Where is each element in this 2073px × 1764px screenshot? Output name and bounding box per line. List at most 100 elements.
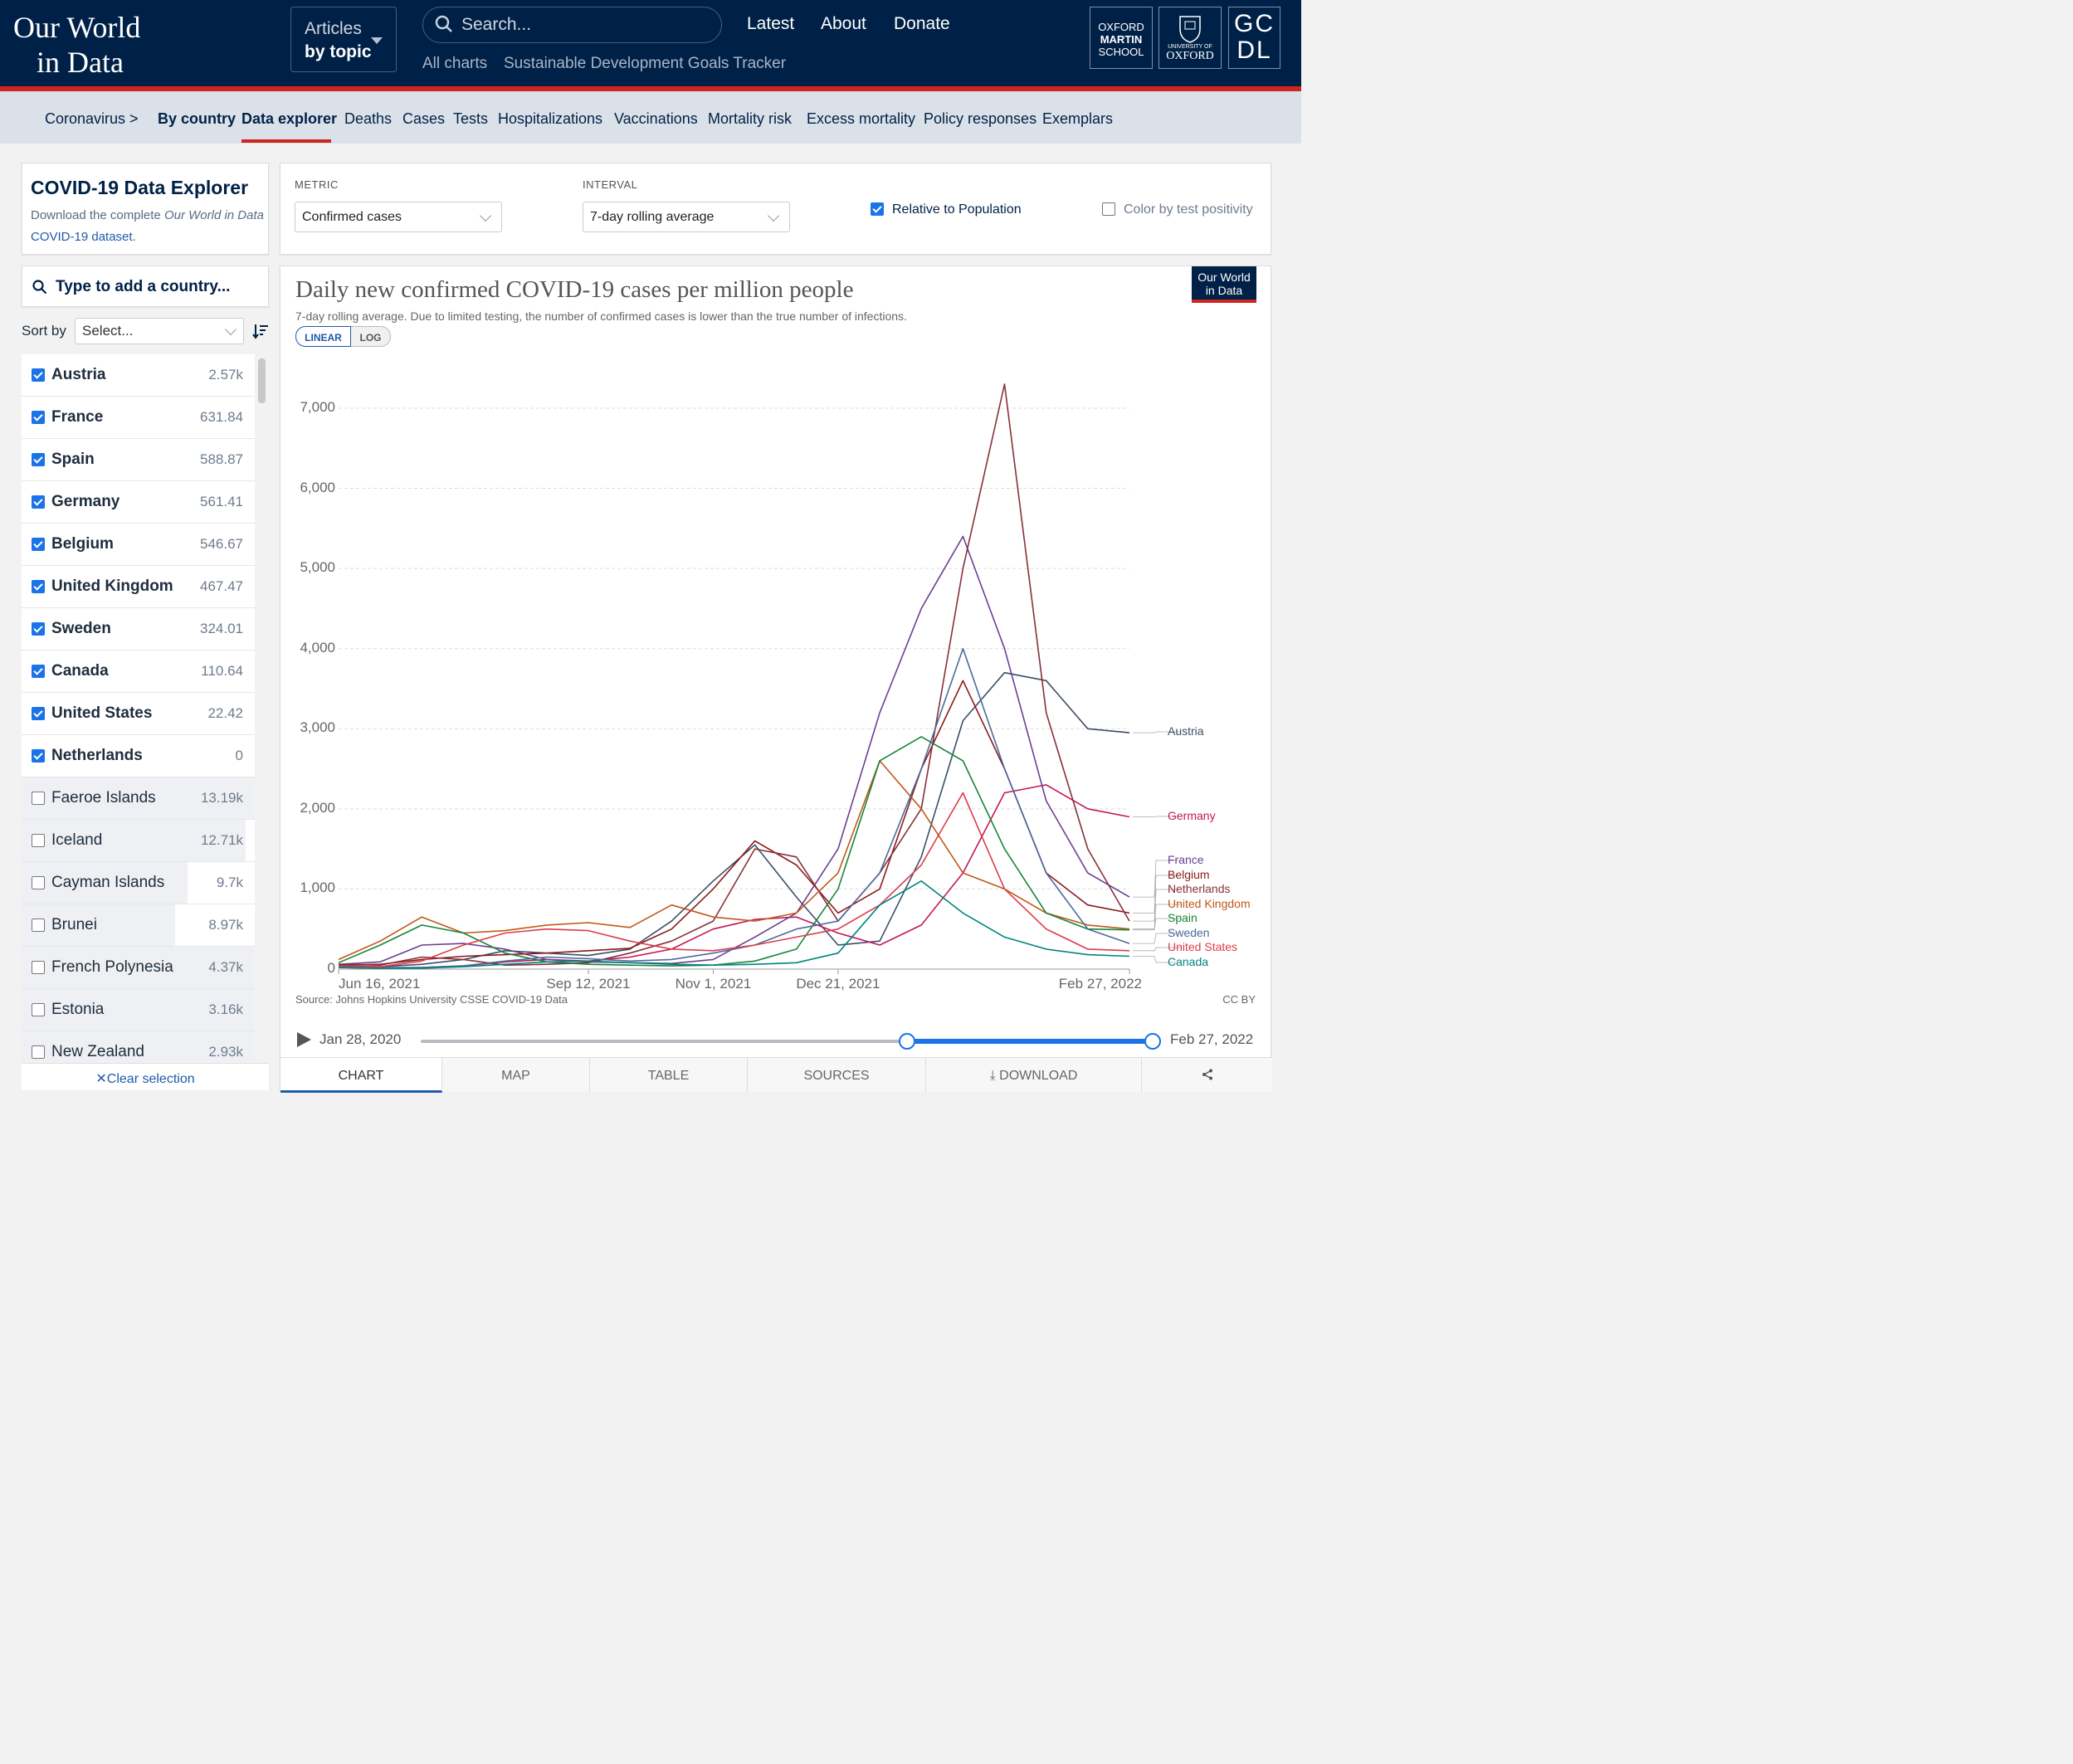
legend-label[interactable]: Netherlands — [1168, 882, 1231, 895]
oxford-martin-school-logo[interactable]: OXFORD MARTIN SCHOOL — [1090, 7, 1153, 69]
timeline-start-handle[interactable] — [899, 1033, 915, 1050]
country-row[interactable]: Canada 110.64 — [22, 651, 255, 693]
country-checkbox[interactable] — [32, 834, 45, 847]
log-scale-button[interactable]: LOG — [351, 326, 391, 347]
nav-about[interactable]: About — [821, 14, 866, 33]
series-line-united-states — [338, 792, 1130, 967]
site-search-input[interactable]: Search... — [422, 7, 722, 43]
nav-sdg-tracker[interactable]: Sustainable Development Goals Tracker — [504, 55, 787, 72]
legend-label[interactable]: Germany — [1168, 809, 1216, 822]
country-row[interactable]: Faeroe Islands 13.19k — [22, 777, 255, 820]
sort-by-select[interactable]: Select... — [75, 318, 244, 344]
secnav-excess-mortality[interactable]: Excess mortality — [807, 110, 916, 127]
chart-source[interactable]: Source: Johns Hopkins University CSSE CO… — [295, 993, 568, 1006]
country-value: 2.93k — [208, 1044, 243, 1060]
secnav-policy-responses[interactable]: Policy responses — [924, 110, 1037, 127]
country-row[interactable]: New Zealand 2.93k — [22, 1031, 255, 1062]
country-row[interactable]: Cayman Islands 9.7k — [22, 862, 255, 904]
linear-scale-button[interactable]: LINEAR — [295, 326, 351, 347]
nav-latest[interactable]: Latest — [747, 14, 795, 33]
play-icon[interactable] — [295, 1031, 312, 1048]
articles-by-topic-button[interactable]: Articles by topic — [290, 7, 397, 72]
series-line-canada — [338, 880, 1130, 969]
timeline-end-handle[interactable] — [1144, 1033, 1161, 1050]
owid-logo[interactable]: Our World in Data — [13, 10, 140, 80]
country-list[interactable]: Austria 2.57k France 631.84 Spain 588.87 Germa… — [22, 354, 255, 1062]
country-row[interactable]: Netherlands 0 — [22, 735, 255, 777]
country-checkbox[interactable] — [32, 961, 45, 974]
country-checkbox[interactable] — [32, 538, 45, 551]
interval-value: 7-day rolling average — [590, 210, 715, 224]
color-by-positivity-label[interactable]: Color by test positivity — [1124, 202, 1253, 217]
nav-all-charts[interactable]: All charts — [422, 55, 488, 72]
legend-label[interactable]: Spain — [1168, 911, 1197, 924]
legend-label[interactable]: United States — [1168, 940, 1238, 953]
secnav-data-explorer[interactable]: Data explorer — [241, 110, 338, 127]
secnav-deaths[interactable]: Deaths — [344, 110, 393, 127]
country-row[interactable]: French Polynesia 4.37k — [22, 947, 255, 989]
country-row[interactable]: Iceland 12.71k — [22, 820, 255, 862]
country-checkbox[interactable] — [32, 749, 45, 763]
secnav-hospitalizations[interactable]: Hospitalizations — [498, 110, 603, 127]
dataset-download-link[interactable]: COVID-19 dataset. — [31, 230, 136, 244]
legend-label[interactable]: Sweden — [1168, 926, 1210, 939]
country-checkbox[interactable] — [32, 368, 45, 382]
interval-dropdown[interactable]: 7-day rolling average — [583, 202, 790, 232]
color-by-positivity-checkbox[interactable] — [1102, 202, 1115, 216]
country-checkbox[interactable] — [32, 876, 45, 889]
secnav-exemplars[interactable]: Exemplars — [1042, 110, 1114, 127]
tab-chart[interactable]: CHART — [280, 1058, 442, 1093]
timeline-track[interactable] — [421, 1040, 1153, 1043]
secnav-tests[interactable]: Tests — [453, 110, 489, 127]
tab-sources[interactable]: SOURCES — [748, 1058, 926, 1093]
country-row[interactable]: Spain 588.87 — [22, 439, 255, 481]
country-row[interactable]: Sweden 324.01 — [22, 608, 255, 651]
country-row[interactable]: Brunei 8.97k — [22, 904, 255, 947]
country-row[interactable]: France 631.84 — [22, 397, 255, 439]
country-checkbox[interactable] — [32, 453, 45, 466]
country-row[interactable]: Belgium 546.67 — [22, 524, 255, 566]
relative-to-population-label[interactable]: Relative to Population — [892, 202, 1022, 217]
license-link[interactable]: CC BY — [1222, 993, 1256, 1006]
tab-download[interactable]: ⤓ DOWNLOAD — [926, 1058, 1142, 1093]
country-checkbox[interactable] — [32, 495, 45, 509]
explorer-controls-panel: METRIC Confirmed cases INTERVAL 7-day ro… — [280, 163, 1271, 255]
country-checkbox[interactable] — [32, 919, 45, 932]
secnav-by-country[interactable]: By country — [158, 110, 237, 127]
country-checkbox[interactable] — [32, 792, 45, 805]
secnav-mortality-risk[interactable]: Mortality risk — [708, 110, 793, 127]
clear-selection-button[interactable]: ✕Clear selection — [22, 1063, 269, 1090]
country-row[interactable]: United States 22.42 — [22, 693, 255, 735]
legend-label[interactable]: France — [1168, 853, 1204, 866]
country-row[interactable]: Estonia 3.16k — [22, 989, 255, 1031]
country-checkbox[interactable] — [32, 1045, 45, 1059]
relative-to-population-checkbox[interactable] — [871, 202, 884, 216]
country-list-scrollbar[interactable] — [258, 358, 266, 403]
university-of-oxford-logo[interactable]: UNIVERSITY OF OXFORD — [1158, 7, 1222, 69]
sort-order-icon[interactable] — [252, 323, 269, 339]
country-checkbox[interactable] — [32, 707, 45, 720]
legend-label[interactable]: Austria — [1168, 724, 1204, 738]
country-checkbox[interactable] — [32, 1003, 45, 1016]
country-row[interactable]: Austria 2.57k — [22, 354, 255, 397]
country-row[interactable]: United Kingdom 467.47 — [22, 566, 255, 608]
country-checkbox[interactable] — [32, 411, 45, 424]
country-checkbox[interactable] — [32, 622, 45, 636]
nav-donate[interactable]: Donate — [894, 14, 950, 33]
legend-connector — [1133, 816, 1181, 817]
tab-table[interactable]: TABLE — [590, 1058, 748, 1093]
secnav-cases[interactable]: Cases — [402, 110, 446, 127]
share-button[interactable] — [1142, 1058, 1272, 1093]
add-country-input[interactable]: Type to add a country... — [22, 266, 269, 307]
country-row[interactable]: Germany 561.41 — [22, 481, 255, 524]
legend-label[interactable]: United Kingdom — [1168, 897, 1251, 910]
country-checkbox[interactable] — [32, 665, 45, 678]
legend-label[interactable]: Belgium — [1168, 868, 1210, 881]
metric-dropdown[interactable]: Confirmed cases — [295, 202, 502, 232]
secnav-coronavirus[interactable]: Coronavirus > — [45, 110, 139, 127]
gcdl-logo[interactable]: GC DL — [1228, 7, 1280, 69]
tab-map[interactable]: MAP — [442, 1058, 590, 1093]
secnav-vaccinations[interactable]: Vaccinations — [614, 110, 698, 127]
legend-label[interactable]: Canada — [1168, 955, 1209, 968]
country-checkbox[interactable] — [32, 580, 45, 593]
